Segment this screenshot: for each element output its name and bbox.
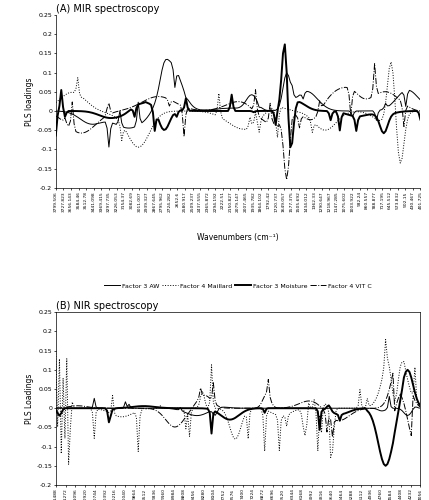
Factor 3 AW [390,100,396,105]
Line: Factor 2 Moisture: Factor 2 Moisture [56,370,420,466]
Factor 2 AW [403,412,408,418]
Factor 4 Maillard [150,123,155,129]
Factor 4 VIT C [372,60,377,66]
Factor 2 Moisture [405,367,410,373]
Factor 3 AW [165,56,170,62]
Factor 2 Vitamin C [75,403,80,409]
Line: Factor 2 Vitamin C: Factor 2 Vitamin C [56,374,420,437]
Factor 4 VIT C [53,113,58,119]
Factor 2 AW [150,405,155,411]
Factor 4 VIT C [390,92,396,98]
Factor 3 Moisture [418,116,423,122]
Factor 2 Vitamin C [403,408,408,414]
Factor 2 Moisture [418,402,423,408]
Factor 6 Maillard [66,462,71,468]
Factor 2 Moisture [75,405,80,411]
Line: Factor 3 AW: Factor 3 AW [56,60,420,147]
Factor 6 Maillard [69,399,75,405]
Line: Factor 2 AW: Factor 2 AW [56,396,420,415]
Factor 3 AW [152,100,157,106]
Factor 4 VIT C [284,176,289,182]
Factor 2 AW [75,405,80,411]
Factor 3 AW [106,144,112,150]
Factor 4 Maillard [387,66,392,71]
Factor 3 AW [68,110,73,116]
Factor 4 VIT C [68,118,73,124]
Factor 6 Maillard [77,405,82,411]
Y-axis label: PLS loadings: PLS loadings [24,77,33,126]
Factor 2 AW [390,405,396,411]
Factor 2 Moisture [53,406,58,412]
Factor 3 AW [123,124,128,130]
Factor 3 AW [75,114,80,120]
Factor 4 Maillard [418,108,423,114]
Factor 2 Moisture [383,463,388,469]
X-axis label: Wavenumbers (cm⁻¹): Wavenumbers (cm⁻¹) [197,233,279,242]
Factor 3 Moisture [68,108,73,114]
Factor 4 Maillard [53,100,58,105]
Factor 3 Moisture [150,109,155,115]
Factor 6 Maillard [390,391,396,397]
Factor 6 Maillard [403,368,408,374]
Factor 2 AW [53,405,58,411]
Factor 3 Moisture [53,132,58,138]
Factor 4 VIT C [418,108,423,114]
Factor 2 Vitamin C [389,379,394,385]
Factor 2 Moisture [402,374,407,380]
Factor 2 AW [418,405,423,411]
Factor 2 Moisture [389,448,394,454]
Factor 4 VIT C [150,94,155,100]
Line: Factor 3 Moisture: Factor 3 Moisture [56,44,420,147]
Factor 3 AW [53,108,58,114]
Factor 3 Moisture [282,42,287,48]
Line: Factor 4 Maillard: Factor 4 Maillard [56,62,420,163]
Factor 2 Moisture [121,405,126,411]
Line: Factor 6 Maillard: Factor 6 Maillard [56,340,420,464]
Factor 2 Vitamin C [68,404,73,409]
Factor 2 Moisture [150,404,155,409]
Factor 4 Maillard [75,74,80,80]
Factor 6 Maillard [418,404,423,409]
Factor 4 Maillard [398,160,403,166]
Factor 3 AW [418,97,423,103]
Line: Factor 4 VIT C: Factor 4 VIT C [56,64,420,180]
Factor 2 AW [121,404,126,410]
Factor 2 Vitamin C [418,404,423,410]
Factor 3 Moisture [121,112,126,117]
Factor 4 Maillard [389,59,394,65]
Factor 3 Moisture [390,112,396,117]
Factor 4 VIT C [75,130,80,136]
Factor 2 Vitamin C [121,405,126,411]
Factor 2 Moisture [68,405,73,411]
Factor 2 Vitamin C [53,405,58,411]
Factor 2 AW [68,405,73,411]
Factor 2 AW [387,394,392,400]
Factor 4 VIT C [121,107,126,113]
Factor 3 Moisture [75,108,80,114]
Factor 4 Maillard [403,126,408,132]
Factor 4 Maillard [121,128,126,134]
Factor 3 AW [403,104,408,110]
Factor 3 Moisture [288,144,293,150]
Text: (A) MIR spectroscopy: (A) MIR spectroscopy [56,4,159,14]
Factor 6 Maillard [123,414,128,420]
Factor 2 Vitamin C [390,370,396,376]
Factor 6 Maillard [383,336,388,342]
Y-axis label: PLS Loadings: PLS Loadings [24,374,33,424]
Legend: Factor 3 AW, Factor 4 Maillard, Factor 3 Moisture, Factor 4 VIT C: Factor 3 AW, Factor 4 Maillard, Factor 3… [102,281,374,291]
Factor 6 Maillard [152,406,157,411]
Factor 6 Maillard [53,348,58,354]
Factor 2 AW [194,412,199,418]
Text: (B) NIR spectroscopy: (B) NIR spectroscopy [56,302,158,312]
Factor 2 Vitamin C [330,434,335,440]
Factor 4 VIT C [403,108,408,114]
Factor 3 Moisture [403,108,408,114]
Factor 2 Vitamin C [150,406,155,412]
Factor 4 Maillard [68,90,73,96]
